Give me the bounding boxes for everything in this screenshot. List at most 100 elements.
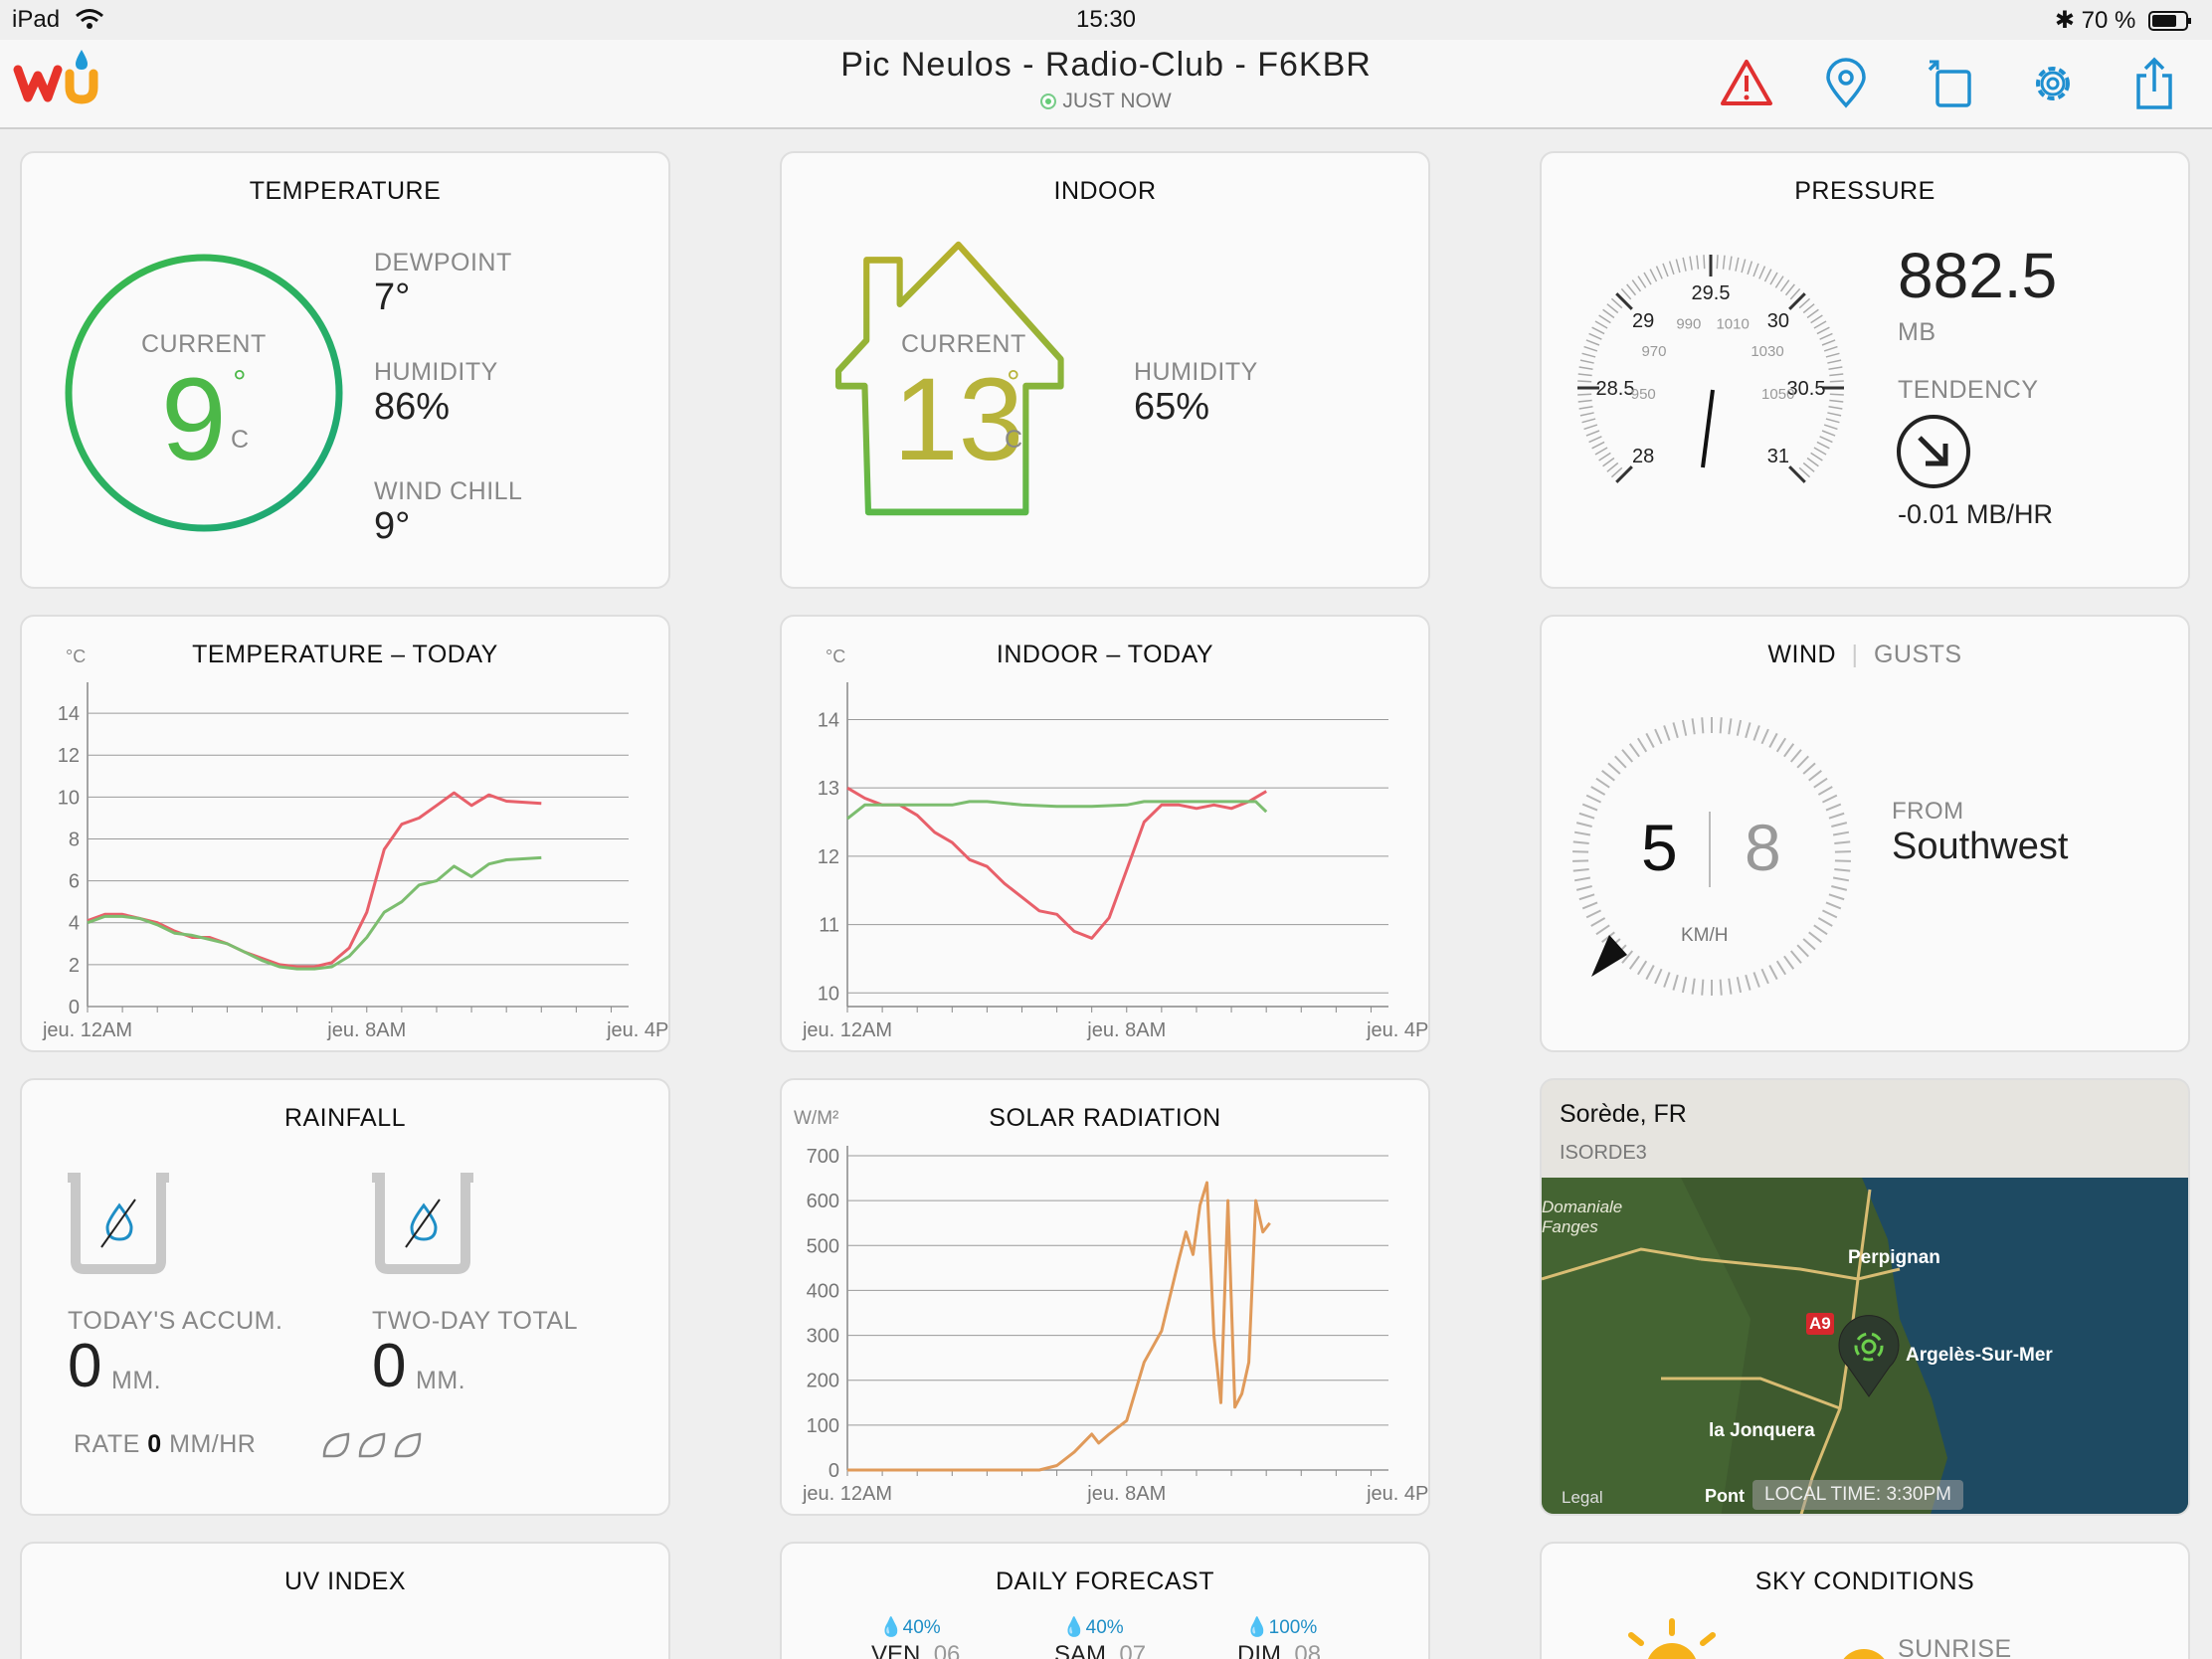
- alert-icon[interactable]: [1717, 54, 1776, 113]
- solar-radiation-card[interactable]: SOLAR RADIATION W/M² 0 100 200 300 400 500 600…: [780, 1078, 1430, 1516]
- wind-divider: [1709, 812, 1711, 887]
- update-status: JUST NOW: [0, 90, 2212, 113]
- rain-gauge-two-day-icon: [372, 1173, 473, 1274]
- pressure-gauge-tick: [1758, 266, 1766, 279]
- satellite-map[interactable]: [1542, 1080, 2190, 1516]
- share-icon[interactable]: [2124, 54, 2184, 113]
- wind-compass-tick: [1828, 812, 1845, 820]
- forecast-date-3: 08: [1294, 1641, 1322, 1659]
- wind-compass-tick: [1822, 909, 1838, 919]
- pressure-gauge-tick: [1588, 332, 1602, 340]
- pressure-gauge-tick: [1716, 255, 1719, 270]
- wind-compass-tick: [1783, 743, 1795, 758]
- tendency-label: TENDENCY: [1898, 376, 2039, 404]
- pressure-gauge-tick: [1810, 452, 1823, 461]
- location-pin-icon[interactable]: [1816, 54, 1876, 113]
- map-legal-link[interactable]: Legal: [1562, 1488, 1603, 1507]
- wind-compass-tick: [1585, 909, 1601, 919]
- map-label-jonquera: la Jonquera: [1709, 1420, 1815, 1441]
- indoor-card[interactable]: INDOOR CURRENT 13 ° C HUMIDITY 65%: [780, 151, 1430, 589]
- wu-logo[interactable]: [12, 48, 107, 107]
- chart-x-tick-label: jeu. 8AM: [326, 1019, 406, 1041]
- pressure-gauge-tick: [1819, 332, 1833, 340]
- pressure-gauge-tick: [1577, 393, 1592, 396]
- app-header: Pic Neulos - Radio-Club - F6KBR JUST NOW: [0, 40, 2212, 129]
- chart-y-tick-label: 10: [58, 787, 80, 809]
- pressure-card[interactable]: PRESSURE 28 28.5 29 29.5 30 30.5 31 950 970 990 10…: [1540, 151, 2190, 589]
- indoor-today-unit: °C: [826, 646, 846, 666]
- station-title[interactable]: Pic Neulos - Radio-Club - F6KBR: [840, 46, 1372, 84]
- pressure-gauge-tick: [1591, 326, 1605, 335]
- uv-index-card[interactable]: UV INDEX: [20, 1542, 670, 1659]
- temperature-card[interactable]: TEMPERATURE CURRENT 9 ° C DEWPOINT 7° HU…: [20, 151, 670, 589]
- map-station-id: ISORDE3: [1560, 1142, 1647, 1164]
- solar-radiation-unit: W/M²: [794, 1108, 839, 1129]
- wind-compass-tick: [1796, 944, 1809, 958]
- wind-compass-tick: [1783, 955, 1795, 970]
- pressure-gauge-tick: [1798, 466, 1811, 478]
- sky-conditions-card[interactable]: SKY CONDITIONS SUNRISE: [1540, 1542, 2190, 1659]
- wind-compass-tick: [1802, 762, 1816, 775]
- wind-compass-tick: [1789, 950, 1802, 964]
- rain-two-day-unit: MM.: [416, 1367, 466, 1394]
- windchill-value: 9°: [374, 505, 411, 547]
- pressure-gauge-tick: [1789, 287, 1801, 300]
- pressure-gauge-tick: [1602, 457, 1615, 467]
- pressure-gauge-tick: [1769, 272, 1778, 285]
- chart-y-tick-label: 4: [69, 913, 80, 935]
- wind-compass-tick: [1621, 749, 1634, 763]
- wind-compass-tick: [1663, 972, 1671, 988]
- pressure-gauge-tick: [1668, 261, 1675, 276]
- indoor-today-card[interactable]: INDOOR – TODAY °C 10 11 12 13 14 jeu. 12AM jeu…: [780, 615, 1430, 1052]
- rain-rate-unit: MM/HR: [169, 1430, 257, 1458]
- map-label-argeles: Argelès-Sur-Mer: [1906, 1345, 2053, 1366]
- rainfall-card[interactable]: RAINFALL TODAY'S ACCUM. 0 MM. TWO-DAY TO…: [20, 1078, 670, 1516]
- indoor-title: INDOOR: [1053, 177, 1157, 205]
- solar-radiation-chart: 0 100 200 300 400 500 600 700 jeu. 12AM jeu. 8AM j…: [802, 1146, 1428, 1505]
- wind-compass-tick: [1825, 901, 1842, 910]
- map-label-perpignan: Perpignan: [1848, 1247, 1940, 1268]
- wind-compass-tick: [1654, 728, 1663, 745]
- pressure-gauge-tick: [1813, 320, 1827, 329]
- map-card[interactable]: Sorède, FR ISORDE3 Domaniale Fanges Perp…: [1540, 1078, 2190, 1516]
- gusts-label[interactable]: GUSTS: [1873, 641, 1962, 668]
- rotate-layout-icon[interactable]: [1922, 54, 1981, 113]
- pressure-gauge-tick: [1620, 287, 1632, 300]
- pressure-gauge-tick: [1722, 255, 1726, 270]
- wind-compass-tick: [1834, 867, 1851, 872]
- wind-compass-tick: [1817, 786, 1833, 796]
- rain-two-day-label: TWO-DAY TOTAL: [372, 1307, 578, 1335]
- pressure-gauge-tick: [1578, 406, 1593, 410]
- forecast-drop-icon: 💧: [1245, 1617, 1269, 1638]
- chart-y-tick-label: 200: [807, 1371, 839, 1392]
- indoor-today-title: INDOOR – TODAY: [996, 641, 1214, 668]
- station-pin-icon[interactable]: [1834, 1311, 1904, 1400]
- chart-y-tick-label: 0: [69, 997, 80, 1018]
- daily-forecast-card[interactable]: DAILY FORECAST 💧40% VEN. 06 💧40% SAM. 07…: [780, 1542, 1430, 1659]
- settings-gear-icon[interactable]: [2023, 54, 2083, 113]
- status-time: 15:30: [1075, 6, 1137, 33]
- forecast-day-1[interactable]: VEN. 06: [871, 1641, 960, 1659]
- chart-y-tick-label: 700: [807, 1146, 839, 1168]
- wind-compass-tick: [1719, 979, 1723, 996]
- wind-compass-tick: [1607, 762, 1621, 775]
- forecast-day-3[interactable]: DIM. 08: [1237, 1641, 1321, 1659]
- pressure-gauge-tick: [1798, 297, 1811, 309]
- pressure-gauge-tick: [1774, 276, 1784, 288]
- wind-compass-tick: [1645, 732, 1655, 748]
- wind-from-label: FROM: [1892, 798, 1964, 825]
- rain-two-day-value: 0: [372, 1332, 407, 1400]
- forecast-day-2[interactable]: SAM. 07: [1054, 1641, 1146, 1659]
- temperature-today-card[interactable]: TEMPERATURE – TODAY °C 0 2 4 6 8 10 12 14 jeu. 1…: [20, 615, 670, 1052]
- wind-compass-tick: [1681, 977, 1688, 994]
- pressure-gauge-tick: [1806, 457, 1819, 467]
- indoor-current-label: CURRENT: [901, 330, 1026, 358]
- pressure-gauge-inhg-label: 30: [1767, 310, 1789, 332]
- pressure-gauge-tick: [1788, 465, 1806, 483]
- chart-y-tick-label: 2: [69, 955, 80, 977]
- pressure-gauge-tick: [1626, 283, 1637, 296]
- wind-compass-tick: [1736, 719, 1743, 736]
- wind-title: WIND: [1767, 641, 1837, 668]
- pressure-gauge-tick: [1703, 255, 1706, 270]
- wind-card[interactable]: WIND | GUSTS 5 8 KM/H FROM Southwest: [1540, 615, 2190, 1052]
